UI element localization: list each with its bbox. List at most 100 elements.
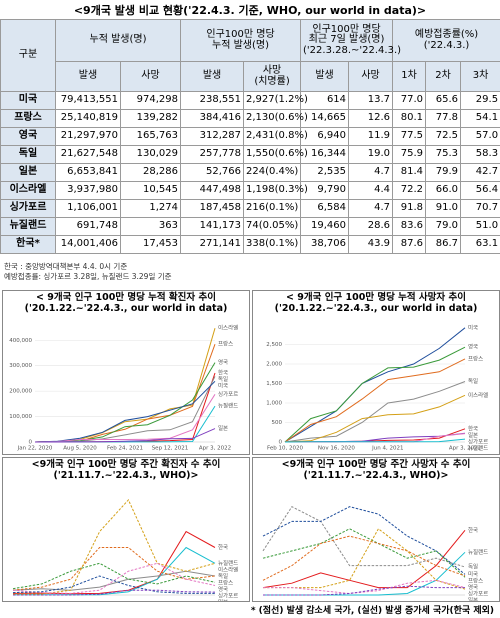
header-row: 구분 누적 발생(명) 인구100만 명당 누적 발생(명) 인구100만 명당 최근…: [0, 19, 500, 92]
cell: 56.4: [460, 181, 500, 200]
chart-box: <9개국 인구 100만 명당 주간 사망자 수 추이 ('21.11.7.~'…: [252, 457, 500, 602]
cell: 77.0: [392, 91, 427, 110]
data-row: 독일 21,627,548 130,029 257,778 1,550(0.6%) 16,…: [0, 145, 500, 164]
cell: 338(0.1%): [243, 235, 302, 254]
x-tick-label: Apr 3, 2022: [199, 446, 231, 452]
series-line: [284, 438, 466, 443]
cell: 79.0: [425, 217, 462, 236]
legend-label: 영국: [218, 358, 228, 366]
data-row: 일본 6,653,841 28,286 52,766 224(0.4%) 2,535 4.7…: [0, 163, 500, 182]
series-line: [34, 328, 216, 443]
cell: 77.5: [392, 127, 427, 146]
series-line: [12, 570, 216, 591]
footnote: * (점선) 발생 감소세 국가, (실선) 발생 증가세 국가(한국 제외): [250, 606, 494, 616]
row-header: 뉴질랜드: [0, 217, 56, 236]
subheader-cell: 1차: [392, 61, 427, 92]
legend-label: 이스라엘: [218, 324, 238, 332]
cell: 139,282: [119, 109, 182, 128]
cell: 257,778: [180, 145, 245, 164]
cell: 77.8: [425, 109, 462, 128]
y-tick-label: 500: [272, 420, 283, 426]
cell: 28.6: [348, 217, 394, 236]
legend-label: 싱가포르: [468, 437, 488, 445]
cell: 21,297,970: [55, 127, 121, 146]
legend-label: 영국: [218, 585, 228, 593]
cell: 42.7: [460, 163, 500, 182]
series-line: [13, 589, 216, 596]
cell: 74(0.05%): [243, 217, 302, 236]
cell: 19,460: [300, 217, 350, 236]
cell: 58.3: [460, 145, 500, 164]
series-line: [34, 394, 216, 443]
cell: 187,458: [180, 199, 245, 218]
cell: 238,551: [180, 91, 245, 110]
row-header: 프랑스: [0, 109, 56, 128]
legend-label: 뉴질랜드: [468, 444, 488, 452]
series-line: [284, 358, 466, 443]
legend-label: 싱가포르: [218, 390, 238, 398]
cell: 11.9: [348, 127, 394, 146]
cell: 1,274: [119, 199, 182, 218]
cell: 19.0: [348, 145, 394, 164]
x-tick-label: Nov 16, 2020: [318, 446, 355, 452]
cell: 14,001,406: [55, 235, 121, 254]
x-tick-label: Feb 10, 2020: [267, 446, 303, 452]
subheader-row: 발생 사망 발생 사망 (치명률) 발생 사망 1차 2차 3차: [1, 61, 500, 92]
x-tick-label: Aug 5, 2020: [63, 446, 97, 452]
cell: 1,106,001: [55, 199, 121, 218]
cell: 75.3: [425, 145, 462, 164]
legend-label: 프랑스: [218, 341, 233, 348]
subheader-cell: 3차: [460, 61, 500, 92]
legend-label: 뉴질랜드: [468, 548, 488, 556]
legend-label: 일본: [218, 424, 228, 432]
cell: 2,535: [300, 163, 350, 182]
legend-label: 한국: [218, 544, 228, 551]
cell: 384,416: [180, 109, 245, 128]
cell: 17,453: [119, 235, 182, 254]
series-line: [12, 547, 216, 591]
chart: 0 100,000 200,000 300,000 400,000 Jan 22, 202…: [9, 324, 238, 452]
legend-label: 뉴질랜드: [218, 402, 238, 410]
chart-box: <9개국 인구 100만 명당 주간 확진자 수 추이 ('21.11.7.~'…: [2, 457, 250, 602]
y-tick-label: 400,000: [9, 338, 32, 344]
legend-label: 일본: [468, 431, 478, 439]
subheader-cell: 발생: [180, 61, 245, 92]
cell: 271,141: [180, 235, 245, 254]
legend-label: 독일: [468, 563, 478, 571]
cell: 54.1: [460, 109, 500, 128]
data-row: 프랑스 25,140,819 139,282 384,416 2,130(0.6%) 14…: [0, 109, 500, 128]
series-line: [263, 579, 466, 595]
x-tick-label: Jun 4, 2021: [371, 446, 403, 452]
cell: 6,584: [300, 199, 350, 218]
y-tick-label: 2,500: [266, 342, 282, 348]
series-line: [263, 585, 465, 596]
row-header: 이스라엘: [0, 181, 56, 200]
cell: 75.9: [392, 145, 427, 164]
data-row: 영국 21,297,970 165,763 312,287 2,431(0.8%) 6,9…: [0, 127, 500, 146]
header-cell: 인구100만 명당 최근 7일 발생(명) ('22.3.28.~'22.4.3…: [300, 19, 401, 62]
y-tick-label: 1,500: [266, 381, 282, 387]
cell: 165,763: [119, 127, 182, 146]
cell: 974,298: [119, 91, 182, 110]
series-line: [284, 327, 466, 443]
cell: 57.0: [460, 127, 500, 146]
legend-label: 프랑스: [468, 577, 483, 584]
series-line: [35, 428, 216, 443]
legend-label: 미국: [468, 570, 478, 578]
cell: 691,748: [55, 217, 121, 236]
cell: 312,287: [180, 127, 245, 146]
cell: 447,498: [180, 181, 245, 200]
notes: 한국 : 중앙방역대책본부 4.4. 0시 기준 예방접종률: 싱가포르 3.28…: [4, 262, 172, 282]
cell: 63.1: [460, 235, 500, 254]
note: 예방접종률: 싱가포르 3.28일, 뉴질랜드 3.29일 기준: [4, 271, 172, 281]
series-line: [262, 535, 466, 581]
cell: 216(0.1%): [243, 199, 302, 218]
subheader-cell: 발생: [55, 61, 121, 92]
chart-title: <9개국 인구 100만 명당 주간 사망자 수 추이 ('21.11.7.~'…: [281, 459, 471, 481]
legend-label: 싱가포르: [218, 591, 238, 599]
legend-label: 뉴질랜드: [218, 559, 238, 567]
cell: 2,130(0.6%): [243, 109, 308, 128]
series-line: [284, 394, 466, 443]
cell: 2,927(1.2%): [243, 91, 308, 110]
